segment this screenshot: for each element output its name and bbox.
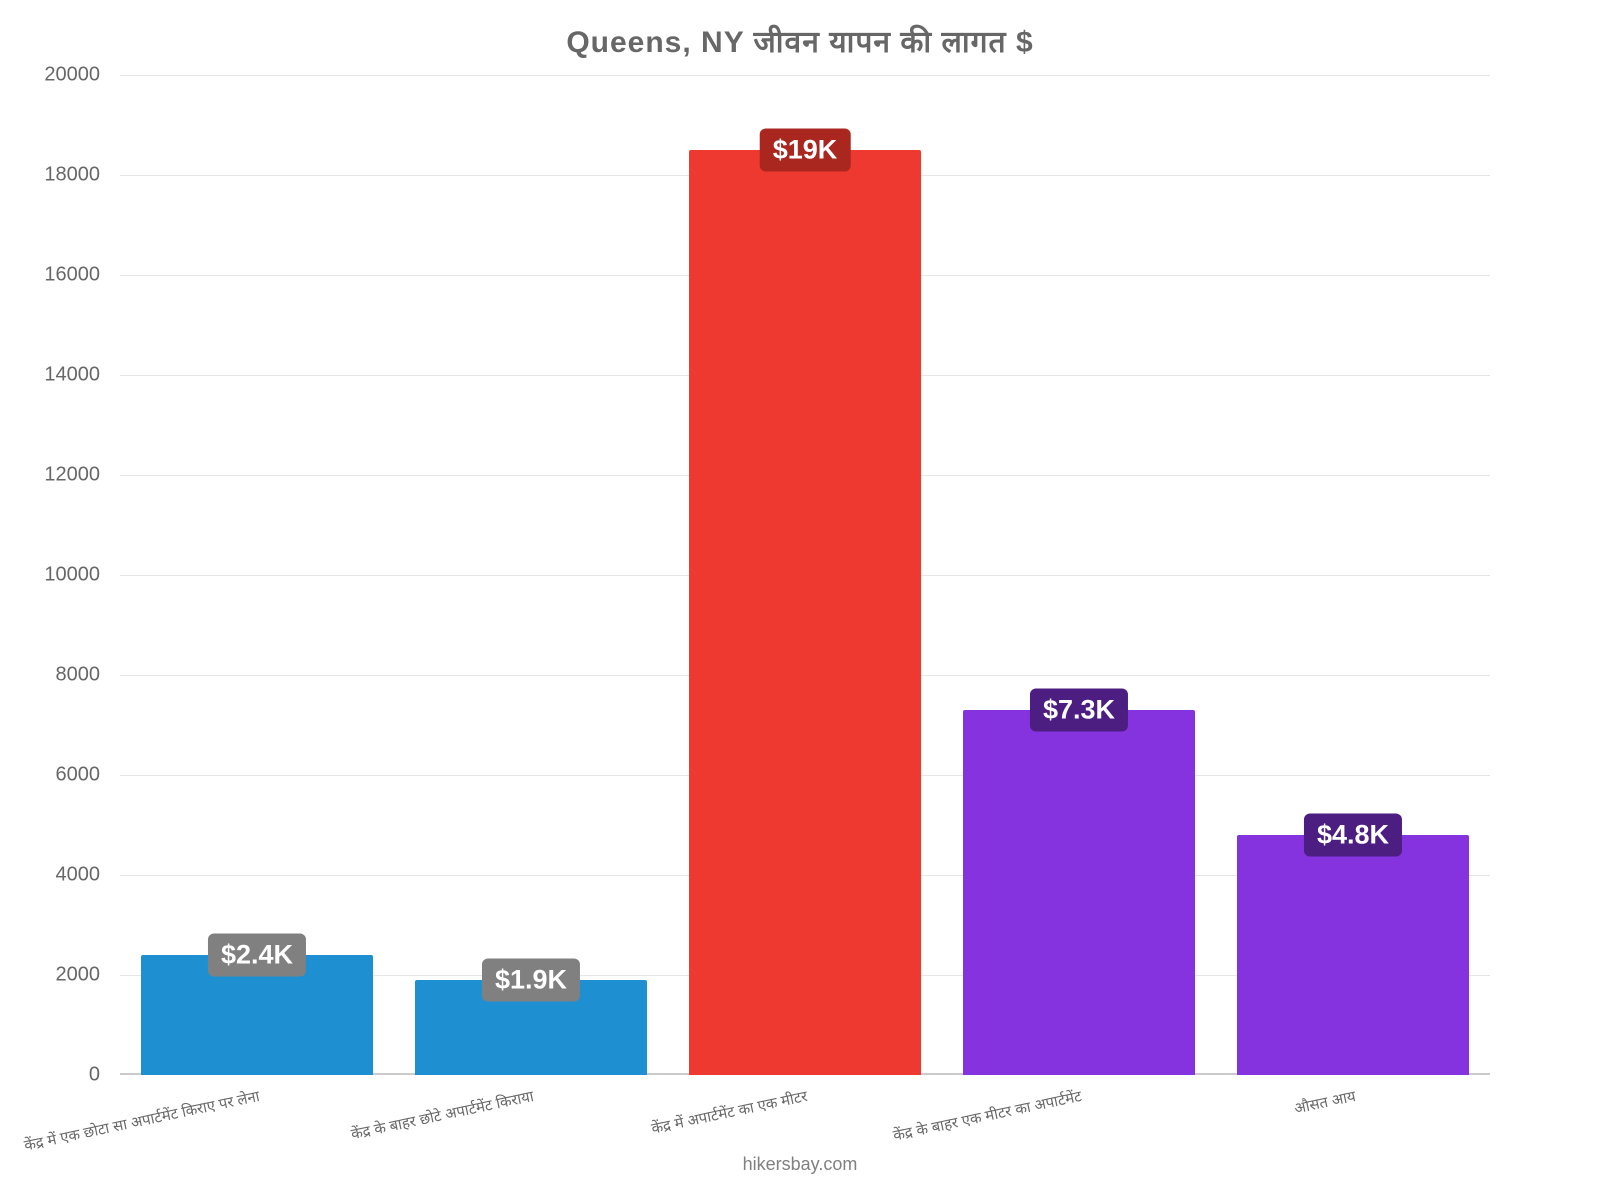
x-axis-tick: केंद्र में एक छोटा सा अपार्टमेंट किराए प… [22,1086,261,1156]
bar-value-label: $19K [760,129,851,172]
x-axis-tick: केंद्र के बाहर छोटे अपार्टमेंट किराया [349,1086,535,1144]
y-axis-tick: 12000 [44,464,100,487]
y-axis-tick: 4000 [56,864,101,887]
x-axis-tick: औसत आय [1292,1086,1357,1119]
bar-value-label: $2.4K [208,934,306,977]
chart-footer: hikersbay.com [0,1154,1600,1175]
bar: $1.9K [415,980,648,1075]
bar-value-label: $4.8K [1304,814,1402,857]
bar: $7.3K [963,710,1196,1075]
y-axis-tick: 8000 [56,664,101,687]
plot-area: 0200040006000800010000120001400016000180… [120,75,1490,1075]
bar-value-label: $1.9K [482,959,580,1002]
y-axis-tick: 16000 [44,264,100,287]
y-axis-tick: 14000 [44,364,100,387]
x-axis-tick: केंद्र में अपार्टमेंट का एक मीटर [649,1086,809,1139]
y-axis-tick: 10000 [44,564,100,587]
bar: $19K [689,150,922,1075]
bar: $4.8K [1237,835,1470,1075]
chart-title: Queens, NY जीवन यापन की लागत $ [0,20,1600,61]
x-axis-tick: केंद्र के बाहर एक मीटर का अपार्टमेंट [891,1086,1083,1146]
y-axis-tick: 18000 [44,164,100,187]
bar-value-label: $7.3K [1030,689,1128,732]
y-axis-tick: 6000 [56,764,101,787]
bars-group: $2.4K$1.9K$19K$7.3K$4.8K [120,75,1490,1075]
y-axis-tick: 20000 [44,64,100,87]
y-axis-tick: 2000 [56,964,101,987]
y-axis-tick: 0 [89,1064,100,1087]
cost-of-living-chart: Queens, NY जीवन यापन की लागत $ 020004000… [0,0,1600,1200]
bar: $2.4K [141,955,374,1075]
